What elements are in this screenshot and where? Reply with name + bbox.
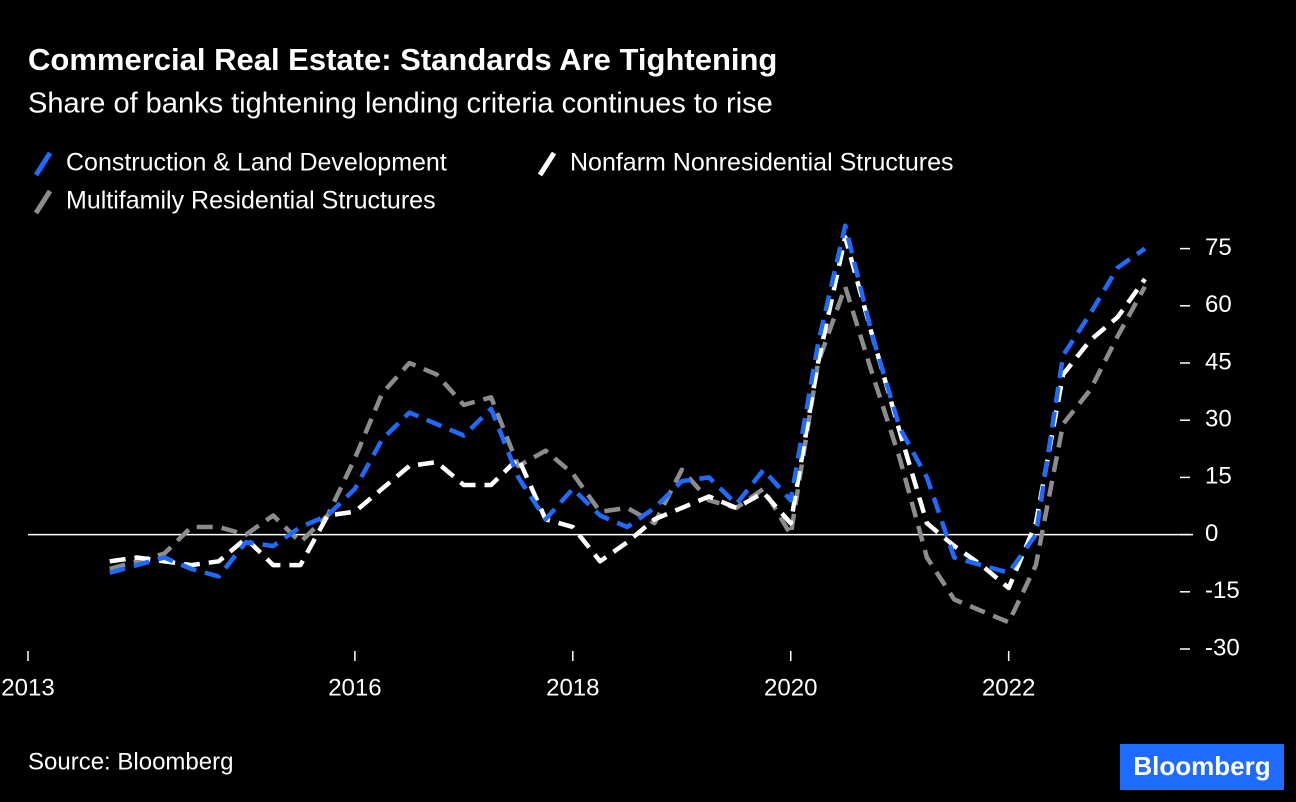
y-tick-label: 30: [1205, 406, 1232, 433]
x-tick-label: 2020: [764, 674, 817, 701]
x-tick-label: 2016: [328, 674, 381, 701]
chart-title: Commercial Real Estate: Standards Are Ti…: [28, 42, 777, 77]
legend-swatch: [33, 151, 53, 177]
x-tick-label: 2018: [546, 674, 599, 701]
series-line: [109, 223, 1147, 579]
source: Source: Bloomberg: [28, 748, 233, 775]
logo: Bloomberg: [1133, 751, 1270, 781]
y-tick-label: -30: [1205, 634, 1240, 661]
y-tick-label: -15: [1205, 577, 1240, 604]
legend-swatch: [537, 151, 557, 177]
chart-subtitle: Share of banks tightening lending criter…: [28, 88, 773, 120]
y-tick-label: 75: [1205, 234, 1232, 261]
series-line: [109, 284, 1147, 625]
legend-label: Multifamily Residential Structures: [66, 187, 436, 215]
y-tick-label: 0: [1205, 520, 1218, 547]
y-tick-label: 45: [1205, 348, 1232, 375]
x-tick-label: 2022: [982, 674, 1035, 701]
legend-label: Construction & Land Development: [66, 149, 447, 177]
series-line: [109, 234, 1147, 591]
x-tick-label: 2013: [1, 674, 54, 701]
legend-swatch: [33, 189, 53, 215]
y-tick-label: 15: [1205, 463, 1232, 490]
y-tick-label: 60: [1205, 291, 1232, 318]
legend-label: Nonfarm Nonresidential Structures: [570, 149, 954, 177]
logo-box: [1120, 744, 1284, 790]
